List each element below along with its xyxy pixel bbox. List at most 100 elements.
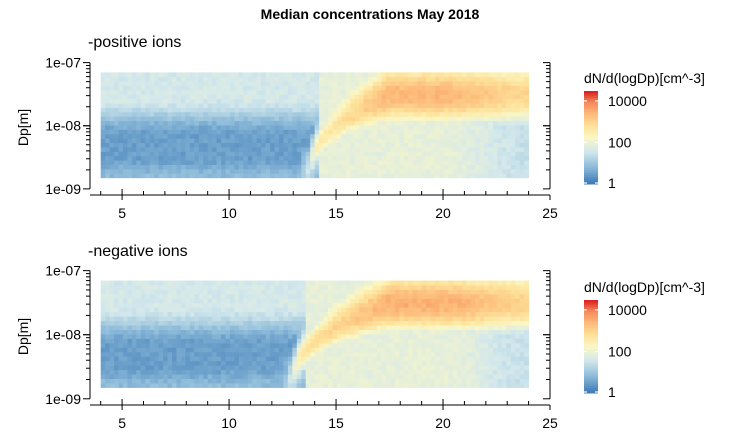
positive-legend-title: dN/d(logDp)[cm^-3] <box>584 70 705 86</box>
negative-heatmap-cell <box>243 307 249 313</box>
negative-heatmap-cell <box>470 285 476 290</box>
negative-heatmap-cell <box>479 316 485 322</box>
positive-heatmap-cell <box>189 103 195 108</box>
negative-heatmap-cell <box>394 338 400 344</box>
negative-heatmap-cell <box>341 365 347 371</box>
negative-heatmap-cell <box>118 378 124 384</box>
negative-heatmap-cell <box>136 316 142 322</box>
negative-heatmap-cell <box>238 369 244 375</box>
negative-heatmap-cell <box>515 325 521 330</box>
positive-heatmap-cell <box>412 138 418 144</box>
positive-heatmap-cell <box>452 164 458 170</box>
positive-heatmap-cell <box>216 81 222 86</box>
positive-heatmap-cell <box>336 116 342 122</box>
negative-heatmap-cell <box>475 329 480 335</box>
negative-heatmap-cell <box>515 338 521 344</box>
positive-heatmap-cell <box>176 120 182 126</box>
negative-heatmap-cell <box>172 360 177 366</box>
positive-heatmap-cell <box>140 151 146 157</box>
positive-heatmap-cell <box>488 138 494 144</box>
negative-heatmap-cell <box>185 378 191 384</box>
negative-heatmap-cell <box>368 378 373 384</box>
negative-heatmap-cell <box>426 378 431 384</box>
positive-heatmap-cell <box>158 142 164 148</box>
positive-heatmap-cell <box>452 98 458 104</box>
negative-heatmap-cell <box>131 356 137 362</box>
positive-heatmap-cell <box>314 103 320 108</box>
positive-heatmap-cell <box>421 138 427 144</box>
negative-heatmap-cell <box>506 320 512 326</box>
positive-heatmap-cell <box>381 107 387 113</box>
negative-heatmap-cell <box>399 365 405 371</box>
positive-heatmap-cell <box>430 98 436 104</box>
positive-heatmap-cell <box>524 155 530 161</box>
positive-heatmap-cell <box>136 81 142 86</box>
negative-heatmap-cell <box>497 369 503 375</box>
positive-heatmap-cell <box>310 164 316 170</box>
positive-heatmap-cell <box>501 155 507 161</box>
positive-heatmap-cell <box>118 155 124 161</box>
negative-heatmap-cell <box>274 329 280 335</box>
positive-heatmap-cell <box>167 147 173 152</box>
negative-heatmap-cell <box>399 338 405 344</box>
positive-heatmap-cell <box>341 111 347 117</box>
positive-heatmap-cell <box>109 107 115 113</box>
positive-heatmap-cell <box>501 147 507 152</box>
positive-heatmap-cell <box>385 151 391 157</box>
positive-heatmap-cell <box>287 111 293 117</box>
positive-heatmap-cell <box>439 98 445 104</box>
negative-heatmap-cell <box>394 302 400 308</box>
negative-heatmap-cell <box>385 374 391 379</box>
positive-heatmap-cell <box>439 103 445 108</box>
positive-heatmap-cell <box>377 147 382 152</box>
negative-heatmap-cell <box>443 369 449 375</box>
negative-heatmap-cell <box>510 360 516 366</box>
positive-heatmap-cell <box>426 94 431 100</box>
negative-heatmap-cell <box>417 329 423 335</box>
negative-heatmap-cell <box>336 383 342 388</box>
positive-heatmap-cell <box>332 138 338 144</box>
positive-heatmap-cell <box>466 111 472 117</box>
positive-heatmap-cell <box>207 133 213 139</box>
negative-heatmap-cell <box>100 356 106 362</box>
negative-heatmap-cell <box>154 369 160 375</box>
positive-heatmap-cell <box>265 111 271 117</box>
positive-x-tick-label: 25 <box>542 205 558 221</box>
negative-heatmap-cell <box>519 307 525 313</box>
negative-heatmap-cell <box>292 302 298 308</box>
positive-heatmap-cell <box>412 85 418 91</box>
negative-heatmap-cell <box>243 302 249 308</box>
positive-heatmap-cell <box>301 94 307 100</box>
positive-heatmap-cell <box>385 85 391 91</box>
negative-heatmap-cell <box>332 289 338 295</box>
negative-heatmap-cell <box>421 383 427 388</box>
negative-heatmap-cell <box>515 360 521 366</box>
negative-heatmap-cell <box>154 285 160 290</box>
negative-heatmap-cell <box>354 365 360 371</box>
negative-heatmap-cell <box>221 298 226 304</box>
negative-heatmap-cell <box>203 383 209 388</box>
negative-heatmap-cell <box>310 338 316 344</box>
negative-heatmap-cell <box>457 302 463 308</box>
negative-heatmap-cell <box>399 356 405 362</box>
negative-heatmap-cell <box>305 307 311 313</box>
positive-heatmap-cell <box>225 116 231 122</box>
negative-heatmap-cell <box>319 311 324 317</box>
negative-heatmap-cell <box>332 378 338 384</box>
positive-heatmap-cell <box>180 85 186 91</box>
positive-heatmap-cell <box>225 89 231 95</box>
negative-heatmap-cell <box>247 320 253 326</box>
negative-heatmap-cell <box>136 320 142 326</box>
negative-heatmap-cell <box>363 347 369 353</box>
negative-heatmap-cell <box>283 351 289 357</box>
positive-heatmap-cell <box>323 116 329 122</box>
negative-heatmap-cell <box>484 342 489 348</box>
negative-heatmap-cell <box>457 338 463 344</box>
negative-heatmap-cell <box>501 347 507 353</box>
positive-heatmap-cell <box>510 142 516 148</box>
negative-heatmap-cell <box>261 334 267 339</box>
positive-heatmap-cell <box>519 85 525 91</box>
positive-heatmap-cell <box>180 160 186 165</box>
negative-heatmap-cell <box>319 302 324 308</box>
positive-heatmap-cell <box>475 125 480 130</box>
